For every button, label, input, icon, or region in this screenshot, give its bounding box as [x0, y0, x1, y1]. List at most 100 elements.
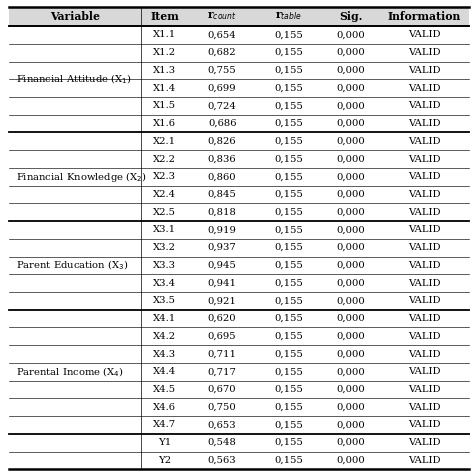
Text: 0,548: 0,548 [208, 438, 237, 447]
Text: r$_{table}$: r$_{table}$ [275, 11, 302, 22]
Text: 0,945: 0,945 [208, 261, 237, 270]
Text: X1.2: X1.2 [153, 48, 176, 57]
Text: VALID: VALID [408, 261, 441, 270]
Text: 0,155: 0,155 [274, 137, 303, 146]
Text: 0,000: 0,000 [337, 314, 365, 323]
Text: Financial Attitude (X$_1$): Financial Attitude (X$_1$) [16, 73, 132, 86]
Text: X2.2: X2.2 [153, 155, 176, 164]
Text: VALID: VALID [408, 332, 441, 341]
Text: VALID: VALID [408, 190, 441, 199]
Text: 0,155: 0,155 [274, 456, 303, 465]
Text: 0,000: 0,000 [337, 83, 365, 92]
Text: 0,653: 0,653 [208, 420, 237, 429]
Text: Information: Information [388, 11, 461, 22]
Text: 0,155: 0,155 [274, 367, 303, 376]
Text: 0,155: 0,155 [274, 172, 303, 181]
Text: X3.4: X3.4 [153, 279, 176, 288]
Text: Financial Knowledge (X$_2$): Financial Knowledge (X$_2$) [16, 170, 147, 184]
Text: 0,155: 0,155 [274, 66, 303, 75]
Text: 0,000: 0,000 [337, 48, 365, 57]
Text: VALID: VALID [408, 349, 441, 358]
Text: X3.2: X3.2 [153, 243, 176, 252]
Text: 0,000: 0,000 [337, 137, 365, 146]
Text: 0,000: 0,000 [337, 349, 365, 358]
Text: VALID: VALID [408, 83, 441, 92]
Text: 0,155: 0,155 [274, 438, 303, 447]
Text: VALID: VALID [408, 243, 441, 252]
Text: 0,000: 0,000 [337, 420, 365, 429]
Text: 0,836: 0,836 [208, 155, 237, 164]
Text: X1.6: X1.6 [153, 119, 176, 128]
Text: 0,000: 0,000 [337, 279, 365, 288]
Text: 0,155: 0,155 [274, 279, 303, 288]
Text: 0,155: 0,155 [274, 332, 303, 341]
Text: 0,155: 0,155 [274, 385, 303, 394]
Text: X4.2: X4.2 [153, 332, 176, 341]
Text: 0,000: 0,000 [337, 226, 365, 235]
Text: VALID: VALID [408, 155, 441, 164]
Text: 0,860: 0,860 [208, 172, 237, 181]
Text: 0,155: 0,155 [274, 190, 303, 199]
Text: 0,937: 0,937 [208, 243, 237, 252]
Text: 0,155: 0,155 [274, 261, 303, 270]
Text: 0,155: 0,155 [274, 30, 303, 39]
Text: X1.3: X1.3 [153, 66, 176, 75]
Text: 0,717: 0,717 [208, 367, 237, 376]
Text: X4.1: X4.1 [153, 314, 176, 323]
Text: 0,155: 0,155 [274, 243, 303, 252]
Text: 0,155: 0,155 [274, 296, 303, 305]
Text: X4.4: X4.4 [153, 367, 176, 376]
Text: 0,000: 0,000 [337, 367, 365, 376]
Text: 0,155: 0,155 [274, 101, 303, 110]
Text: Parent Education (X$_3$): Parent Education (X$_3$) [16, 259, 128, 272]
Text: X2.5: X2.5 [153, 208, 176, 217]
Text: 0,919: 0,919 [208, 226, 237, 235]
Text: 0,695: 0,695 [208, 332, 237, 341]
Text: 0,000: 0,000 [337, 208, 365, 217]
Text: 0,155: 0,155 [274, 48, 303, 57]
Text: VALID: VALID [408, 48, 441, 57]
Text: X1.5: X1.5 [153, 101, 176, 110]
Text: Variable: Variable [50, 11, 100, 22]
Text: VALID: VALID [408, 30, 441, 39]
Text: Parental Income (X$_4$): Parental Income (X$_4$) [16, 365, 124, 379]
Text: X1.1: X1.1 [153, 30, 176, 39]
Text: 0,000: 0,000 [337, 119, 365, 128]
Text: 0,000: 0,000 [337, 403, 365, 412]
Text: VALID: VALID [408, 119, 441, 128]
Text: 0,000: 0,000 [337, 296, 365, 305]
Text: VALID: VALID [408, 385, 441, 394]
Text: VALID: VALID [408, 66, 441, 75]
Text: VALID: VALID [408, 101, 441, 110]
Text: 0,699: 0,699 [208, 83, 237, 92]
Text: 0,000: 0,000 [337, 155, 365, 164]
Text: Y2: Y2 [158, 456, 171, 465]
Text: 0,000: 0,000 [337, 243, 365, 252]
Text: VALID: VALID [408, 420, 441, 429]
Text: 0,000: 0,000 [337, 101, 365, 110]
Text: X4.5: X4.5 [153, 385, 176, 394]
Text: VALID: VALID [408, 208, 441, 217]
Text: 0,845: 0,845 [208, 190, 237, 199]
Text: 0,686: 0,686 [208, 119, 237, 128]
Text: VALID: VALID [408, 438, 441, 447]
Text: VALID: VALID [408, 314, 441, 323]
Text: 0,155: 0,155 [274, 403, 303, 412]
Text: 0,000: 0,000 [337, 30, 365, 39]
Text: X1.4: X1.4 [153, 83, 176, 92]
Text: VALID: VALID [408, 296, 441, 305]
Text: 0,000: 0,000 [337, 438, 365, 447]
Text: 0,755: 0,755 [208, 66, 237, 75]
Text: 0,000: 0,000 [337, 172, 365, 181]
Text: 0,155: 0,155 [274, 349, 303, 358]
Text: 0,155: 0,155 [274, 208, 303, 217]
Text: 0,000: 0,000 [337, 66, 365, 75]
Text: 0,155: 0,155 [274, 226, 303, 235]
Text: X2.1: X2.1 [153, 137, 176, 146]
Text: 0,155: 0,155 [274, 83, 303, 92]
Text: 0,155: 0,155 [274, 119, 303, 128]
Text: VALID: VALID [408, 137, 441, 146]
Text: X2.3: X2.3 [153, 172, 176, 181]
Text: 0,000: 0,000 [337, 261, 365, 270]
Text: 0,654: 0,654 [208, 30, 237, 39]
